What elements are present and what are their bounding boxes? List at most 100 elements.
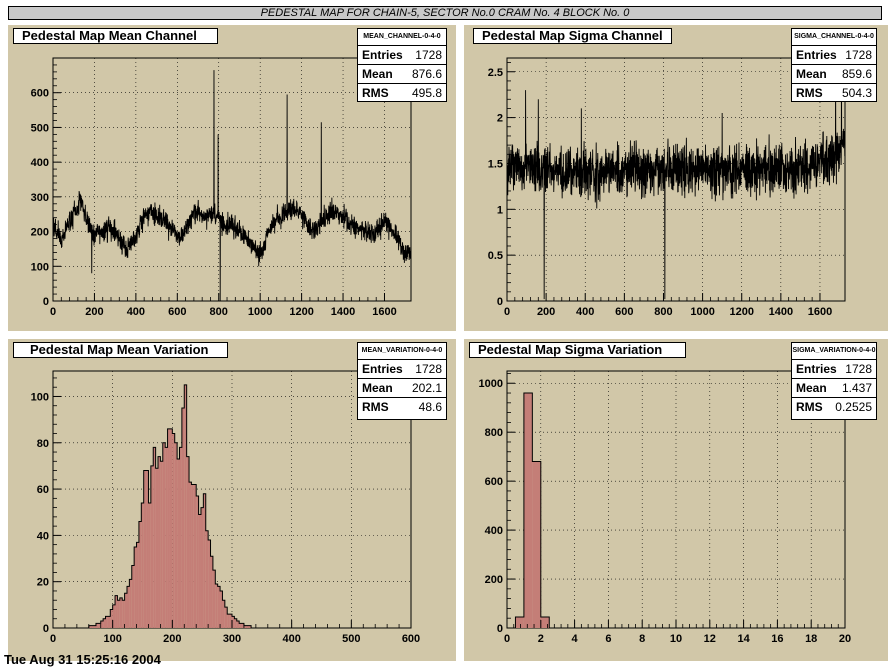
y-tick-label: 100 bbox=[31, 261, 49, 273]
timestamp-footer: Tue Aug 31 15:25:16 2004 bbox=[4, 652, 161, 667]
stats-name: MEAN_VARIATION-0-4-0 bbox=[358, 343, 446, 360]
histogram-bar bbox=[172, 433, 175, 628]
histogram-bar bbox=[122, 600, 125, 628]
y-tick-label: 2.5 bbox=[488, 67, 503, 79]
histogram-bar bbox=[107, 616, 111, 628]
x-tick-label: 0 bbox=[50, 306, 56, 318]
histogram-bar bbox=[523, 393, 533, 628]
stats-entries: 1728 bbox=[415, 362, 442, 376]
x-tick-label: 14 bbox=[737, 633, 750, 645]
plot-frame bbox=[52, 57, 412, 302]
y-tick-label: 2 bbox=[497, 113, 503, 125]
histogram-bar bbox=[224, 607, 228, 628]
histogram-bar bbox=[200, 507, 204, 628]
stats-label-entries: Entries bbox=[362, 48, 403, 62]
x-tick-label: 20 bbox=[839, 633, 851, 645]
histogram-bar bbox=[189, 482, 192, 628]
stats-mean: 859.6 bbox=[841, 67, 872, 81]
stats-entries: 1728 bbox=[845, 362, 872, 376]
histogram-bar bbox=[212, 570, 216, 628]
histogram-bar bbox=[119, 597, 123, 628]
series-line bbox=[506, 62, 846, 300]
stats-rms: 495.8 bbox=[411, 86, 442, 100]
y-tick-label: 600 bbox=[485, 476, 503, 488]
x-tick-label: 200 bbox=[537, 306, 555, 318]
histogram-bar bbox=[105, 616, 108, 628]
x-tick-label: 600 bbox=[168, 306, 186, 318]
y-tick-label: 300 bbox=[31, 192, 49, 204]
stats-rms: 504.3 bbox=[841, 86, 872, 100]
histogram-bar bbox=[515, 616, 524, 628]
histogram-bar bbox=[234, 618, 237, 628]
x-tick-label: 12 bbox=[704, 633, 716, 645]
histogram-bar bbox=[196, 496, 199, 628]
pad-sigma-channel: 0 200 400 600 800 1000 1200 1400 1600 0 0.5 1 1.5 2 2.… bbox=[464, 25, 888, 331]
stats-label-rms: RMS bbox=[362, 400, 389, 414]
pad-mean-variation: 0 100 200 300 400 500 600 0 20 40 60 80 100 Pedestal… bbox=[8, 339, 456, 661]
histogram-bar bbox=[210, 556, 213, 628]
x-tick-label: 4 bbox=[572, 633, 579, 645]
histogram-bar bbox=[181, 408, 185, 628]
y-tick-label: 1 bbox=[497, 204, 503, 216]
x-tick-label: 800 bbox=[654, 306, 672, 318]
histogram-bar bbox=[141, 502, 144, 628]
histogram-bar bbox=[165, 447, 168, 628]
histogram-bar bbox=[193, 484, 197, 628]
histogram-bar bbox=[236, 621, 240, 628]
x-tick-label: 1400 bbox=[331, 306, 355, 318]
x-tick-label: 1400 bbox=[769, 306, 793, 318]
y-tick-label: 200 bbox=[485, 574, 503, 586]
x-tick-label: 800 bbox=[210, 306, 228, 318]
x-tick-label: 0 bbox=[50, 633, 56, 645]
y-tick-label: 0.5 bbox=[488, 250, 503, 262]
pad-sigma-variation: 0 2 4 6 8 10 12 14 16 18 20 0 200 400 600 800 1000 Pedes… bbox=[464, 339, 888, 661]
stats-label-entries: Entries bbox=[796, 48, 837, 62]
pad-title: Pedestal Map Mean Variation bbox=[13, 342, 228, 358]
histogram-bar bbox=[241, 623, 244, 628]
histogram-bar bbox=[227, 614, 230, 628]
histogram-bar bbox=[215, 584, 218, 628]
pad-title: Pedestal Map Sigma Variation bbox=[469, 342, 686, 358]
stats-label-mean: Mean bbox=[796, 67, 827, 81]
histogram-bar bbox=[136, 542, 139, 628]
pad-mean-channel: 0 200 400 600 800 1000 1200 1400 1600 0 100 200 300 4… bbox=[8, 25, 456, 331]
histogram-bar bbox=[126, 586, 130, 628]
histogram-bar bbox=[155, 468, 159, 628]
histogram-bar bbox=[169, 428, 173, 628]
mean-channel-plot: 0 200 400 600 800 1000 1200 1400 1600 0 100 200 300 4… bbox=[31, 57, 412, 318]
histogram-bar bbox=[246, 625, 249, 628]
stats-label-rms: RMS bbox=[362, 86, 389, 100]
histogram-bar bbox=[150, 465, 154, 628]
histogram-bar bbox=[162, 442, 166, 628]
stats-mean: 1.437 bbox=[841, 381, 872, 395]
y-tick-label: 40 bbox=[37, 530, 49, 542]
y-tick-label: 0 bbox=[497, 623, 503, 635]
histogram-bar bbox=[177, 458, 180, 628]
y-tick-label: 500 bbox=[31, 122, 49, 134]
x-tick-label: 400 bbox=[576, 306, 594, 318]
histogram-bar bbox=[143, 470, 147, 628]
histogram-bar bbox=[91, 625, 94, 628]
x-tick-label: 300 bbox=[223, 633, 241, 645]
histogram-bar bbox=[148, 502, 151, 628]
x-tick-label: 1600 bbox=[808, 306, 832, 318]
stats-box: SIGMA_VARIATION-0-4-0 Entries 1728 Mean 1.… bbox=[791, 342, 877, 420]
histogram-bar bbox=[153, 447, 156, 628]
stats-name: SIGMA_CHANNEL-0-4-0 bbox=[792, 29, 876, 46]
histogram-bar bbox=[115, 595, 118, 628]
stats-label-mean: Mean bbox=[362, 381, 393, 395]
mean-variation-plot: 0 100 200 300 400 500 600 0 20 40 60 80 100 bbox=[31, 370, 420, 645]
x-tick-label: 10 bbox=[670, 633, 682, 645]
stats-name: SIGMA_VARIATION-0-4-0 bbox=[792, 343, 876, 360]
histogram-outline bbox=[514, 392, 550, 628]
x-tick-label: 600 bbox=[615, 306, 633, 318]
histogram-bar bbox=[100, 621, 104, 628]
x-tick-label: 2 bbox=[538, 633, 544, 645]
y-tick-label: 0 bbox=[43, 623, 49, 635]
y-tick-label: 20 bbox=[37, 577, 49, 589]
histogram-bar bbox=[208, 540, 211, 628]
histogram-outline bbox=[88, 384, 252, 628]
y-tick-label: 200 bbox=[31, 227, 49, 239]
stats-mean: 876.6 bbox=[411, 67, 442, 81]
